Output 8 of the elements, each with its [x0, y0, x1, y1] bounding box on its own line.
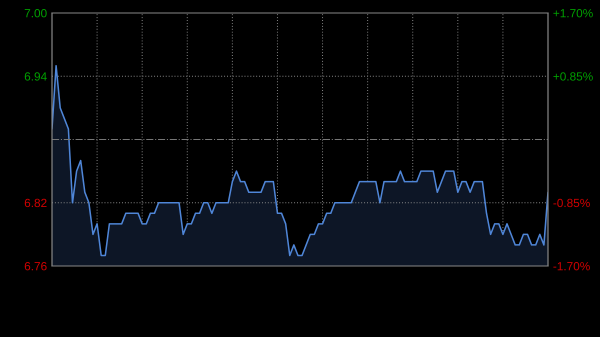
y2-tick-label: -1.70%: [553, 262, 590, 270]
y2-tick-label: +0.85%: [553, 72, 593, 81]
y-tick-label: 7.00: [24, 9, 47, 18]
y-tick-label: 6.76: [24, 262, 47, 270]
y-tick-label: 6.94: [24, 72, 47, 81]
y2-tick-label: -0.85%: [553, 198, 590, 208]
y-tick-label: 6.82: [24, 198, 47, 208]
y2-tick-label: +1.70%: [553, 9, 593, 18]
